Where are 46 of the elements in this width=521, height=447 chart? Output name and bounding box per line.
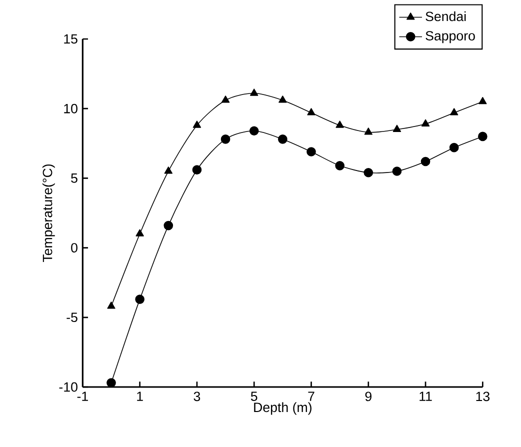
- point: [364, 128, 372, 135]
- x-tick-label: 1: [137, 392, 143, 401]
- legend-label: Sapporo: [426, 31, 475, 44]
- point: [249, 126, 259, 136]
- point: [392, 166, 402, 176]
- point: [306, 147, 316, 156]
- point: [478, 132, 488, 142]
- point: [421, 119, 430, 126]
- x-tick-label: -1: [77, 392, 88, 401]
- point: [420, 156, 430, 166]
- y-axis-title: Temperature(°C): [42, 164, 55, 262]
- point: [250, 88, 258, 96]
- point: [392, 124, 402, 132]
- point: [135, 294, 144, 304]
- y-tick-label: 0: [71, 243, 78, 253]
- point: [164, 166, 172, 174]
- legend-label: Sendai: [426, 11, 466, 22]
- x-tick-label: 13: [476, 392, 490, 402]
- point: [307, 108, 316, 116]
- point: [449, 142, 459, 152]
- y-tick-label: 15: [64, 34, 78, 44]
- y-tick-label: -10: [59, 382, 78, 392]
- point: [220, 134, 230, 144]
- x-tick-label: 11: [420, 392, 432, 401]
- y-tick-label: 5: [71, 174, 78, 183]
- x-tick-label: 5: [250, 392, 258, 402]
- point: [192, 120, 202, 128]
- point: [364, 168, 374, 178]
- point: [106, 378, 116, 388]
- point: [335, 161, 344, 170]
- x-tick-label: 3: [194, 392, 200, 402]
- point: [192, 165, 202, 175]
- point: [107, 302, 116, 309]
- point: [450, 108, 458, 116]
- x-tick-label: 9: [365, 392, 372, 402]
- point: [136, 229, 144, 236]
- x-tick-label: 7: [308, 392, 314, 401]
- point: [221, 96, 230, 103]
- point: [478, 96, 487, 104]
- point: [164, 220, 174, 230]
- y-tick-label: 10: [64, 104, 78, 114]
- point: [336, 120, 344, 128]
- x-axis-title: Depth (m): [254, 402, 312, 415]
- y-tick-label: -5: [66, 312, 78, 322]
- point: [278, 96, 287, 103]
- point: [278, 134, 288, 144]
